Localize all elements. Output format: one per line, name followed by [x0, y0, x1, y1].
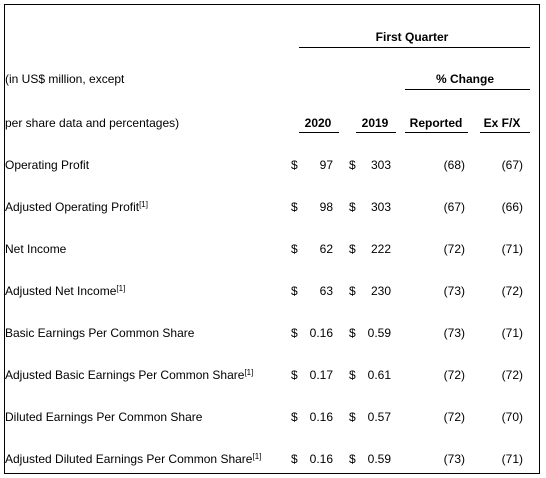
currency-2019: $: [349, 410, 356, 424]
value-2019: 0.57: [367, 410, 391, 424]
table-frame: [4, 4, 540, 474]
row-label-text: Adjusted Net Income: [5, 284, 117, 298]
period-underline: [299, 47, 530, 48]
value-2020: 63: [319, 284, 333, 298]
change-reported: (72): [443, 368, 465, 382]
value-2020: 0.16: [309, 410, 333, 424]
value-2019: 0.59: [367, 326, 391, 340]
footnote-marker: [1]: [139, 200, 148, 209]
row-label: Adjusted Net Income[1]: [5, 284, 125, 298]
change-header: % Change: [435, 72, 494, 86]
units-line-1: (in US$ million, except: [5, 72, 125, 86]
units-line-2: per share data and percentages): [5, 116, 180, 130]
change-reported: (72): [443, 410, 465, 424]
row-label: Operating Profit: [5, 158, 89, 172]
footnote-marker: [1]: [244, 368, 254, 377]
currency-2019: $: [349, 158, 356, 172]
change-reported: (73): [443, 284, 465, 298]
row-label: Diluted Earnings Per Common Share: [5, 410, 202, 424]
col-2020-header: 2020: [304, 116, 332, 130]
value-2019: 0.61: [367, 368, 391, 382]
currency-2019: $: [349, 368, 356, 382]
currency-2020: $: [291, 368, 298, 382]
change-exfx: (72): [501, 368, 523, 382]
row-label-text: Net Income: [5, 242, 67, 256]
currency-2019: $: [349, 200, 356, 214]
change-reported: (68): [443, 158, 465, 172]
change-reported: (72): [443, 242, 465, 256]
change-exfx: (71): [501, 326, 523, 340]
col-2020-underline: [299, 132, 339, 133]
currency-2020: $: [291, 452, 298, 466]
value-2019: 230: [370, 284, 391, 298]
col-exfx-underline: [480, 132, 530, 133]
change-exfx: (70): [501, 410, 523, 424]
value-2019: 303: [370, 200, 391, 214]
row-label: Adjusted Diluted Earnings Per Common Sha…: [5, 452, 261, 466]
value-2020: 62: [319, 242, 333, 256]
row-label-text: Adjusted Diluted Earnings Per Common Sha…: [5, 452, 253, 466]
col-2019-header: 2019: [361, 116, 389, 130]
row-label-text: Basic Earnings Per Common Share: [5, 326, 195, 340]
currency-2020: $: [291, 158, 298, 172]
currency-2020: $: [291, 200, 298, 214]
value-2019: 0.59: [367, 452, 391, 466]
change-exfx: (67): [501, 158, 523, 172]
row-label-text: Adjusted Basic Earnings Per Common Share: [5, 368, 245, 382]
currency-2020: $: [291, 242, 298, 256]
period-header: First Quarter: [375, 30, 449, 44]
currency-2019: $: [349, 242, 356, 256]
change-exfx: (72): [501, 284, 523, 298]
col-2019-underline: [356, 132, 396, 133]
value-2019: 303: [370, 158, 391, 172]
currency-2020: $: [291, 326, 298, 340]
footnote-marker: [1]: [116, 284, 126, 293]
currency-2020: $: [291, 410, 298, 424]
value-2020: 98: [319, 200, 333, 214]
col-reported-underline: [405, 132, 468, 133]
change-reported: (73): [443, 452, 465, 466]
currency-2019: $: [349, 284, 356, 298]
row-label: Adjusted Basic Earnings Per Common Share…: [5, 368, 253, 382]
row-label-text: Adjusted Operating Profit: [5, 200, 140, 214]
change-reported: (73): [443, 326, 465, 340]
row-label: Basic Earnings Per Common Share: [5, 326, 194, 340]
currency-2019: $: [349, 326, 356, 340]
row-label-text: Operating Profit: [5, 158, 90, 172]
value-2019: 222: [370, 242, 391, 256]
change-exfx: (71): [501, 452, 523, 466]
currency-2020: $: [291, 284, 298, 298]
row-label: Adjusted Operating Profit[1]: [5, 200, 148, 214]
change-underline: [405, 89, 530, 90]
row-label-text: Diluted Earnings Per Common Share: [5, 410, 203, 424]
value-2020: 0.17: [309, 368, 333, 382]
value-2020: 97: [319, 158, 333, 172]
col-exfx-header: Ex F/X: [483, 116, 521, 130]
row-label: Net Income: [5, 242, 66, 256]
currency-2019: $: [349, 452, 356, 466]
value-2020: 0.16: [309, 452, 333, 466]
footnote-marker: [1]: [252, 452, 262, 461]
value-2020: 0.16: [309, 326, 333, 340]
change-exfx: (66): [501, 200, 523, 214]
change-reported: (67): [443, 200, 465, 214]
col-reported-header: Reported: [409, 116, 463, 130]
change-exfx: (71): [501, 242, 523, 256]
